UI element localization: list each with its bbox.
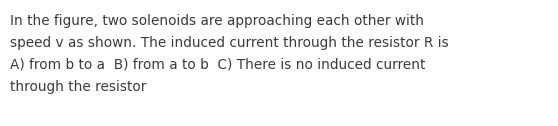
Text: In the figure, two solenoids are approaching each other with: In the figure, two solenoids are approac… <box>10 14 424 28</box>
Text: through the resistor: through the resistor <box>10 80 146 94</box>
Text: A) from b to a  B) from a to b  C) There is no induced current: A) from b to a B) from a to b C) There i… <box>10 58 425 72</box>
Text: speed v as shown. The induced current through the resistor R is: speed v as shown. The induced current th… <box>10 36 449 50</box>
